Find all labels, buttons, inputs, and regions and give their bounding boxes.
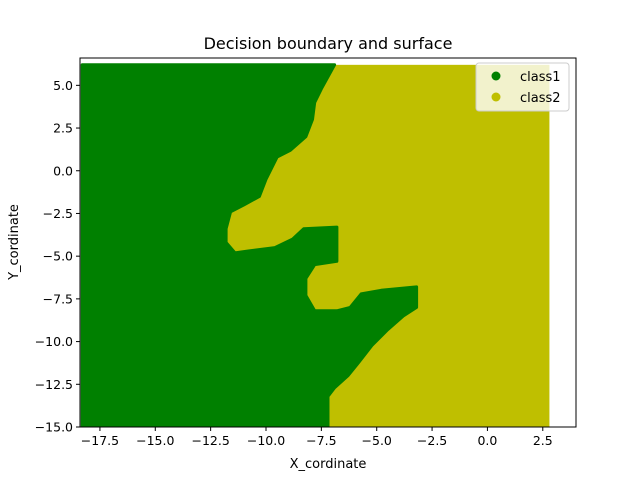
y-tick-label: 5.0 [53,78,73,93]
plot-frame [79,57,577,428]
decision-surface [80,63,550,427]
y-tick-label: −7.5 [43,291,73,306]
legend-marker-class2 [491,92,501,102]
x-tick-label: −5.0 [362,433,392,448]
y-tick-label: −5.0 [43,249,73,264]
y-tick-label: −12.5 [35,377,73,392]
y-tick-label: −10.0 [35,334,73,349]
y-tick-label: −2.5 [43,206,73,221]
x-tick-label: −7.5 [306,433,336,448]
x-tick-label: −2.5 [417,433,447,448]
legend-label-class1: class1 [520,70,561,85]
y-axis: 5.0 2.5 0.0 −2.5 −5.0 −7.5 −10.0 −12.5 −15.0 [35,78,80,435]
y-tick-label: 0.0 [53,163,73,178]
x-tick-label: 2.5 [533,433,553,448]
legend-label-class2: class2 [520,91,561,106]
x-tick-label: −17.5 [81,433,119,448]
x-tick-label: 0.0 [477,433,497,448]
class1-region [80,63,419,427]
x-axis: −17.5 −15.0 −12.5 −10.0 −7.5 −5.0 −2.5 0.0 2.5 [81,427,553,448]
y-tick-label: 2.5 [53,121,73,136]
legend-marker-class1 [491,71,501,81]
x-axis-label: X_cordinate [290,457,367,472]
y-axis-label: Y_cordinate [7,204,22,281]
x-tick-label: −10.0 [247,433,285,448]
x-tick-label: −12.5 [191,433,229,448]
legend: class1 class2 [475,62,570,112]
chart-title: Decision boundary and surface [204,34,453,53]
y-tick-label: −15.0 [35,420,73,435]
x-tick-label: −15.0 [136,433,174,448]
